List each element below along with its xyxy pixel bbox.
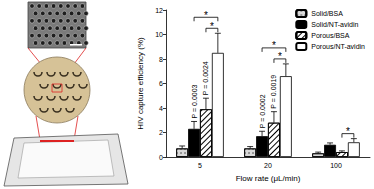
svg-text:P = 0.0002: P = 0.0002	[259, 94, 266, 128]
svg-text:Solid/NT-avidin: Solid/NT-avidin	[311, 21, 358, 28]
svg-text:100: 100	[330, 162, 342, 169]
svg-text:HIV capture efficiency (%): HIV capture efficiency (%)	[136, 37, 145, 130]
svg-text:*: *	[346, 126, 350, 137]
svg-text:*: *	[278, 51, 282, 62]
svg-text:P = 0.0024: P = 0.0024	[202, 61, 209, 95]
svg-text:P = 0.0019: P = 0.0019	[270, 75, 277, 109]
svg-text:*: *	[210, 21, 214, 32]
svg-text:12: 12	[155, 7, 163, 14]
svg-text:Porous/NT-avidin: Porous/NT-avidin	[311, 43, 365, 50]
svg-text:10: 10	[155, 31, 163, 38]
svg-text:*: *	[272, 40, 276, 51]
svg-text:0: 0	[159, 154, 163, 161]
svg-text:2: 2	[159, 129, 163, 136]
svg-text:*: *	[204, 10, 208, 21]
svg-text:8: 8	[159, 56, 163, 63]
svg-text:Solid/BSA: Solid/BSA	[311, 10, 343, 17]
svg-text:P = 0.0003: P = 0.0003	[191, 84, 198, 118]
svg-text:6: 6	[159, 80, 163, 87]
svg-text:20: 20	[264, 162, 272, 169]
svg-text:Flow rate (μL/min): Flow rate (μL/min)	[236, 174, 301, 183]
svg-text:5: 5	[198, 162, 202, 169]
svg-text:Porous/BSA: Porous/BSA	[311, 32, 349, 39]
svg-text:4: 4	[159, 105, 163, 112]
